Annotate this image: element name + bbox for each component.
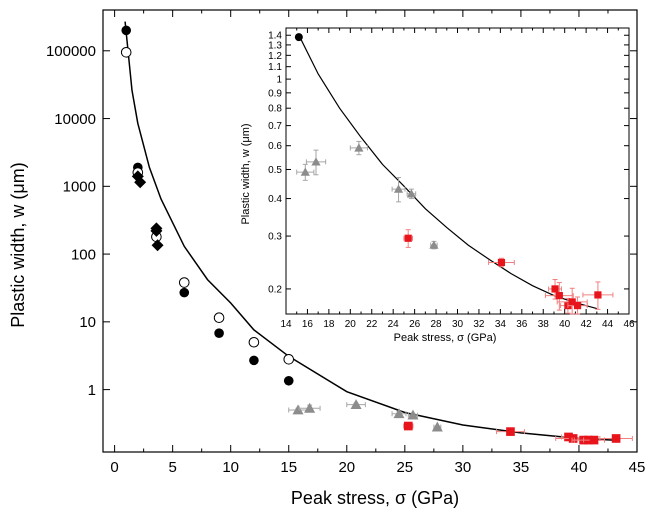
inset-point-triangle: [311, 157, 321, 166]
inset-point-square: [404, 234, 412, 242]
inset-y-tick-label: 0.8: [268, 104, 282, 115]
main-point-filled-circle: [214, 328, 224, 338]
inset-y-tick-label: 0.7: [268, 121, 282, 132]
inset-x-tick-label: 46: [623, 319, 635, 330]
main-x-tick-label: 40: [571, 459, 588, 476]
main-point-triangle: [304, 402, 316, 413]
inset-point-triangle: [354, 143, 364, 152]
main-x-tick-label: 10: [222, 459, 239, 476]
inset-x-tick-label: 32: [473, 319, 485, 330]
inset-x-tick-label: 42: [581, 319, 593, 330]
inset-x-tick-label: 34: [495, 319, 507, 330]
inset-point-triangle: [429, 240, 439, 249]
inset-y-tick-label: 0.4: [268, 194, 282, 205]
main-point-square: [403, 421, 413, 431]
main-y-tick-label: 1: [88, 382, 96, 399]
inset-x-tick-label: 16: [302, 319, 314, 330]
main-x-tick-label: 0: [110, 459, 118, 476]
inset-y-tick-label: 0.5: [268, 165, 282, 176]
main-x-axis-label: Peak stress, σ (GPa): [291, 488, 459, 508]
main-point-filled-circle: [283, 375, 294, 386]
main-point-open-circle: [248, 336, 260, 348]
inset-x-tick-label: 20: [345, 319, 357, 330]
main-point-triangle: [407, 409, 419, 420]
inset-point-square: [568, 298, 576, 306]
inset-x-tick-label: 30: [452, 319, 464, 330]
inset-y-tick-label: 0.9: [268, 88, 282, 99]
main-y-tick-label: 100000: [46, 43, 96, 60]
inset-x-tick-label: 28: [431, 319, 443, 330]
main-x-tick-label: 30: [455, 459, 472, 476]
main-point-square: [506, 427, 515, 436]
main-x-tick-label: 5: [168, 459, 176, 476]
main-point-open-circle: [283, 354, 295, 365]
main-point-triangle: [292, 404, 304, 415]
main-point-open-circle: [178, 277, 190, 288]
inset-x-tick-label: 24: [388, 319, 400, 330]
main-point-square: [568, 434, 578, 443]
inset-x-tick-label: 38: [538, 319, 550, 330]
inset-point-square: [594, 291, 602, 299]
inset-panel: 14 16 18 20 22 24 26 28 30 32 34 36 38 40 42 44 46 0.2 0.3…: [268, 27, 635, 330]
main-point-square: [564, 432, 573, 442]
main-point-diamond: [150, 224, 163, 237]
inset-x-tick-label: 26: [409, 319, 421, 330]
inset-x-tick-label: 40: [559, 319, 571, 330]
inset-y-tick-label: 1.1: [268, 62, 282, 73]
inset-x-axis-label: Peak stress, σ (GPa): [394, 332, 497, 344]
inset-y-tick-label: 0.6: [268, 141, 282, 152]
main-x-tick-label: 15: [280, 459, 297, 476]
inset-y-axis-label: Plastic width, w (μm): [240, 123, 252, 224]
main-x-tick-label: 20: [338, 459, 355, 476]
main-point-triangle: [393, 408, 405, 419]
inset-point-filled-circle: [294, 33, 303, 42]
main-point-diamond: [151, 239, 164, 252]
inset-point-triangle: [393, 184, 404, 193]
inset-x-tick-label: 44: [602, 319, 614, 330]
inset-y-tick-label: 1.3: [268, 40, 282, 51]
main-point-filled-circle: [179, 287, 190, 298]
inset-point-square: [497, 258, 506, 267]
main-x-tick-label: 25: [396, 459, 413, 476]
main-y-tick-label: 100: [71, 246, 96, 263]
main-point-triangle: [431, 421, 443, 432]
inset-y-tick-label: 1.4: [268, 31, 282, 42]
main-fit-curve: [124, 21, 614, 441]
inset-point-square: [573, 301, 582, 310]
inset-point-square: [551, 285, 559, 293]
main-point-open-circle: [213, 312, 225, 324]
inset-y-tick-label: 0.3: [268, 232, 282, 243]
main-y-tick-label: 1000: [63, 179, 96, 196]
main-x-tick-label: 45: [629, 459, 646, 476]
inset-y-tick-label: 1: [276, 75, 282, 86]
inset-x-tick-label: 14: [280, 319, 292, 330]
main-point-diamond: [131, 170, 144, 183]
inset-x-tick-label: 18: [323, 319, 335, 330]
inset-y-tick-label: 0.2: [268, 284, 282, 295]
inset-point-triangle: [300, 167, 310, 176]
inset-y-tick-label: 1.2: [268, 51, 282, 62]
main-y-tick-label: 10000: [54, 111, 96, 128]
inset-fit-curve: [298, 34, 597, 310]
main-y-tick-label: 10: [79, 314, 96, 331]
inset-x-tick-label: 36: [516, 319, 528, 330]
inset-point-triangle: [406, 189, 417, 198]
main-point-filled-circle: [121, 25, 132, 36]
main-point-open-circle: [120, 47, 132, 58]
main-point-square: [589, 435, 599, 445]
inset-point-square: [555, 292, 563, 300]
inset-plot-frame: [285, 27, 630, 315]
main-point-triangle: [350, 399, 362, 410]
main-y-axis-label: Plastic width, w (μm): [8, 162, 28, 327]
main-point-square: [611, 434, 621, 443]
main-point-filled-circle: [249, 355, 259, 366]
inset-x-tick-label: 22: [366, 319, 378, 330]
main-x-tick-label: 35: [513, 459, 530, 476]
